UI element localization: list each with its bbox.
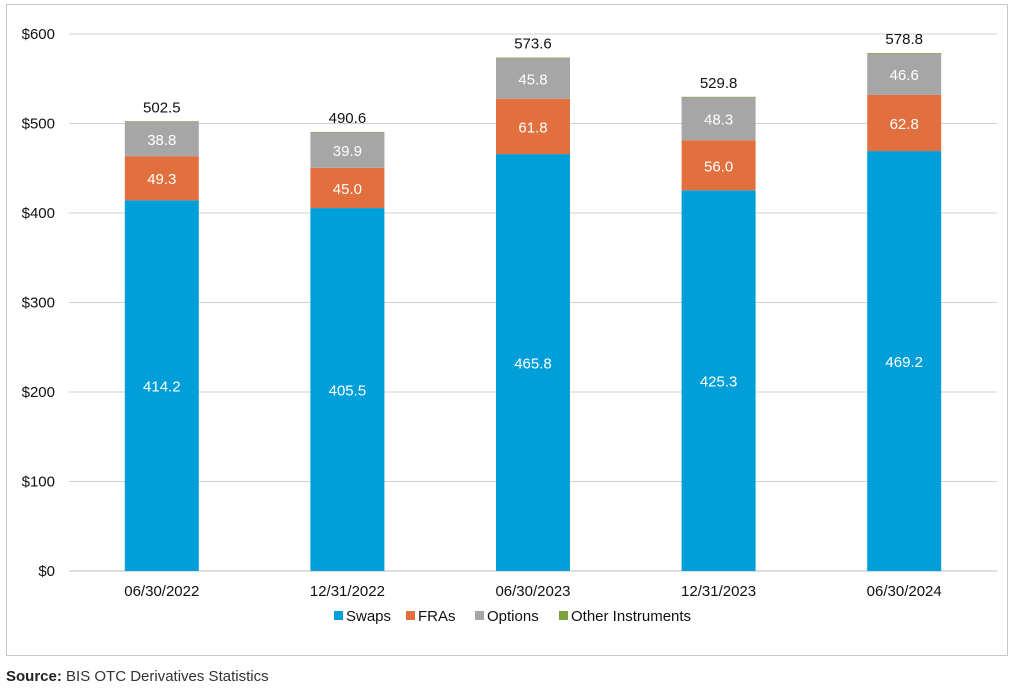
total-value-label: 573.6 [514, 36, 552, 53]
segment-value-label: 45.8 [518, 71, 547, 88]
legend-swatch [559, 611, 568, 620]
segment-value-label: 414.2 [143, 379, 181, 396]
segment-value-label: 49.3 [147, 171, 176, 188]
x-tick-label: 12/31/2023 [681, 583, 756, 600]
segment-value-label: 45.0 [333, 181, 362, 198]
total-value-label: 529.8 [700, 75, 738, 92]
bar-segment-fras [124, 156, 199, 201]
source-label: Source: [6, 668, 62, 685]
bar-segment-other-instruments [124, 121, 199, 122]
bar-segment-options [124, 121, 199, 157]
segment-value-label: 56.0 [704, 158, 733, 175]
legend-swatch [475, 611, 484, 620]
bar-segment-swaps [867, 151, 942, 572]
segment-value-label: 46.6 [890, 67, 919, 84]
total-value-label: 578.8 [885, 31, 923, 48]
x-tick-label: 06/30/2024 [867, 583, 942, 600]
bar-segment-swaps [496, 154, 570, 571]
legend-label: Other Instruments [571, 608, 691, 625]
y-tick-label: $600 [22, 26, 55, 43]
segment-value-label: 469.2 [885, 354, 923, 371]
legend-label: FRAs [418, 608, 456, 625]
bar-segment-fras [310, 167, 385, 209]
bar-segment-swaps [124, 200, 199, 571]
segment-value-label: 465.8 [514, 356, 552, 373]
y-tick-label: $200 [22, 384, 55, 401]
bar-segment-fras [867, 94, 942, 152]
y-tick-label: $400 [22, 205, 55, 222]
x-tick-label: 06/30/2023 [495, 583, 570, 600]
total-value-label: 490.6 [329, 110, 367, 127]
source-text: BIS OTC Derivatives Statistics [66, 668, 269, 685]
chart-frame: $0 $100 $200 $300 $400 $500 $600 414.2 49.3 38.8 5… [6, 4, 1008, 656]
legend-swatch [334, 611, 343, 620]
bar-segment-options [681, 97, 756, 141]
bar-segment-swaps [310, 208, 385, 571]
segment-value-label: 62.8 [890, 116, 919, 133]
bar-segment-other-instruments [496, 57, 570, 59]
source-note: Source: BIS OTC Derivatives Statistics [6, 668, 269, 685]
x-tick-label: 06/30/2022 [124, 583, 199, 600]
segment-value-label: 48.3 [704, 112, 733, 129]
bar-segment-options [310, 132, 385, 168]
y-tick-label: $0 [38, 563, 55, 580]
total-value-label: 502.5 [143, 99, 181, 116]
y-tick-label: $500 [22, 116, 55, 133]
segment-value-label: 61.8 [518, 119, 547, 136]
bar-segment-options [867, 53, 942, 95]
bar-segment-options [496, 57, 570, 99]
bar-segment-other-instruments [310, 131, 385, 133]
legend-label: Options [487, 608, 539, 625]
bar-segment-swaps [681, 190, 756, 571]
y-tick-label: $100 [22, 474, 55, 491]
bar-segment-fras [681, 140, 756, 191]
bar-segment-other-instruments [867, 52, 942, 54]
stacked-bar-chart: $0 $100 $200 $300 $400 $500 $600 414.2 49.3 38.8 5… [22, 26, 997, 625]
segment-value-label: 39.9 [333, 143, 362, 160]
segment-value-label: 425.3 [700, 374, 738, 391]
x-tick-label: 12/31/2022 [310, 583, 385, 600]
legend-label: Swaps [346, 608, 391, 625]
segment-value-label: 405.5 [329, 383, 367, 400]
segment-value-label: 38.8 [147, 132, 176, 149]
legend-swatch [406, 611, 415, 620]
bar-segment-fras [496, 98, 570, 155]
y-tick-label: $300 [22, 295, 55, 312]
bar-segment-other-instruments [681, 96, 756, 98]
